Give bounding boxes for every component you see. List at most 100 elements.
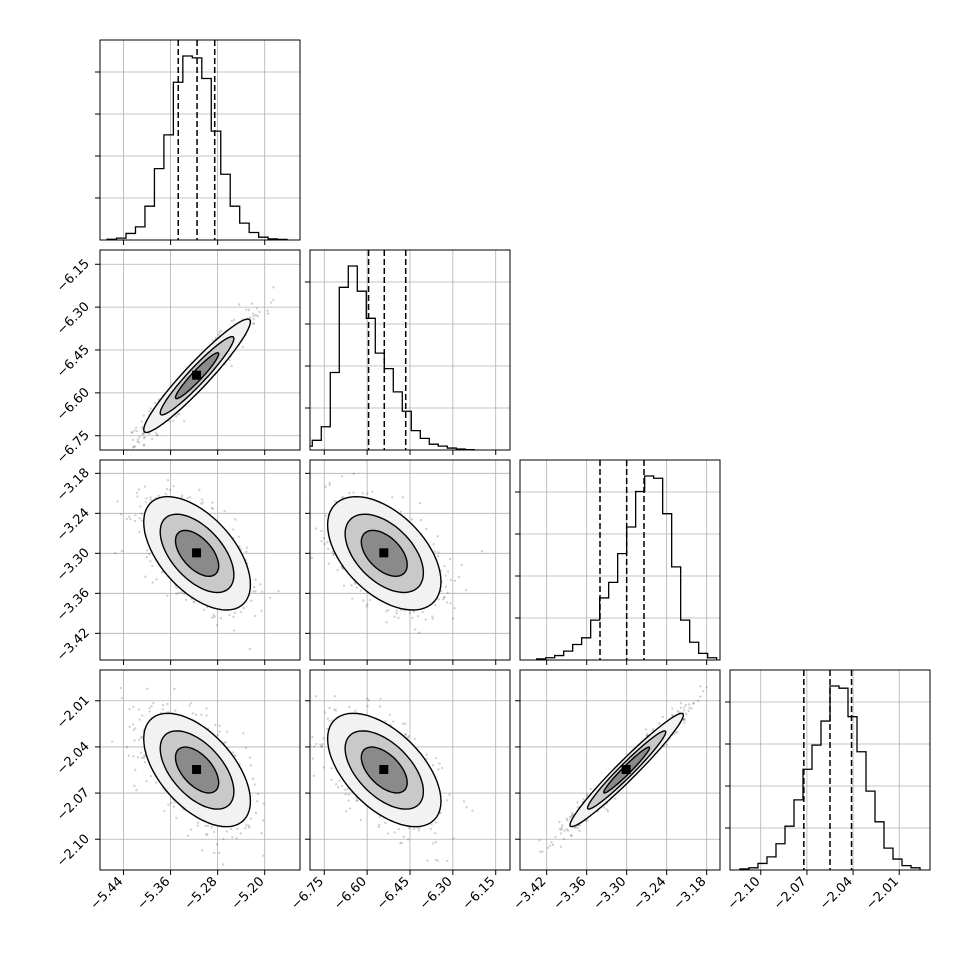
scatter-point	[254, 590, 257, 593]
scatter-point	[135, 491, 139, 495]
scatter-point	[131, 431, 134, 434]
scatter-point	[573, 826, 576, 830]
scatter-point	[212, 830, 216, 834]
scatter-point	[223, 510, 226, 513]
scatter-point	[260, 609, 263, 612]
scatter-point	[413, 737, 417, 741]
scatter-point	[324, 514, 327, 517]
histogram-0	[106, 55, 288, 240]
scatter-point	[143, 754, 146, 757]
scatter-point	[189, 828, 193, 831]
scatter-point	[359, 589, 362, 592]
scatter-point	[228, 358, 231, 362]
y-tick-label: −3.42	[54, 626, 93, 665]
scatter-point	[137, 708, 141, 711]
scatter-point	[143, 761, 147, 764]
scatter-point	[147, 410, 151, 413]
scatter-point	[248, 756, 252, 759]
scatter-point	[114, 551, 117, 555]
scatter-point	[319, 743, 322, 746]
scatter-point	[248, 826, 251, 829]
scatter-point	[426, 859, 429, 862]
scatter-point	[119, 686, 122, 690]
scatter-point	[163, 809, 166, 813]
scatter-point	[193, 600, 196, 603]
scatter-point	[206, 833, 209, 836]
scatter-point	[200, 502, 203, 505]
scatter-point	[169, 801, 173, 805]
scatter-point	[378, 705, 382, 708]
scatter-point	[131, 438, 135, 442]
scatter-point	[212, 614, 216, 617]
scatter-point	[136, 495, 139, 498]
scatter-point	[219, 329, 223, 333]
scatter-point	[558, 820, 561, 824]
scatter-point	[225, 830, 229, 833]
scatter-point	[671, 707, 674, 710]
scatter-point	[347, 799, 350, 802]
scatter-point	[384, 720, 387, 723]
y-tick-label: −2.01	[54, 693, 93, 732]
y-tick-label: −6.60	[54, 385, 93, 424]
scatter-point	[149, 407, 153, 410]
scatter-point	[683, 706, 686, 709]
scatter-point	[676, 709, 679, 713]
scatter-point	[247, 308, 251, 312]
scatter-point	[133, 739, 136, 742]
scatter-point	[578, 829, 581, 833]
scatter-point	[165, 487, 169, 491]
scatter-point	[250, 302, 254, 305]
scatter-point	[443, 564, 446, 568]
scatter-point	[559, 832, 563, 835]
scatter-point	[127, 754, 131, 757]
scatter-point	[164, 492, 167, 496]
scatter-point	[699, 685, 702, 688]
x-tick-label: −6.60	[331, 874, 370, 913]
panel-1-0: −6.75 −6.60 −6.45 −6.30−6.15	[54, 249, 301, 467]
scatter-point	[406, 736, 410, 739]
scatter-point	[311, 757, 314, 760]
panel-1-1	[305, 249, 511, 455]
scatter-point	[142, 432, 145, 435]
density-peak	[192, 765, 202, 774]
scatter-point	[682, 718, 685, 722]
scatter-point	[399, 510, 403, 513]
scatter-point	[233, 611, 236, 614]
x-tick-label: −3.24	[631, 874, 670, 913]
x-tick-label: −6.45	[374, 874, 413, 913]
scatter-point	[138, 517, 141, 520]
scatter-point	[457, 575, 461, 579]
scatter-point	[129, 517, 132, 521]
scatter-point	[242, 606, 245, 610]
scatter-point	[407, 838, 410, 841]
scatter-point	[304, 742, 306, 744]
scatter-point	[441, 766, 444, 770]
scatter-point	[565, 828, 569, 831]
scatter-point	[432, 542, 435, 546]
scatter-point	[445, 601, 449, 604]
scatter-point	[139, 751, 143, 754]
scatter-point	[180, 494, 184, 497]
scatter-point	[386, 832, 390, 835]
scatter-point	[120, 696, 123, 700]
scatter-point	[439, 811, 442, 815]
scatter-point	[410, 518, 414, 521]
scatter-point	[234, 518, 237, 521]
scatter-point	[561, 824, 564, 827]
scatter-point	[191, 712, 195, 715]
scatter-point	[150, 704, 153, 708]
scatter-point	[204, 824, 207, 828]
scatter-point	[586, 819, 589, 822]
scatter-point	[340, 784, 344, 788]
scatter-point	[320, 745, 324, 748]
scatter-point	[151, 564, 154, 568]
scatter-point	[683, 718, 687, 721]
scatter-point	[256, 799, 259, 803]
scatter-point	[328, 706, 331, 710]
density-peak	[192, 548, 202, 558]
x-tick-label: −6.15	[460, 874, 499, 913]
scatter-point	[254, 811, 258, 815]
x-tick-label: −5.36	[135, 874, 174, 913]
scatter-point	[397, 616, 400, 620]
scatter-point	[687, 703, 691, 706]
